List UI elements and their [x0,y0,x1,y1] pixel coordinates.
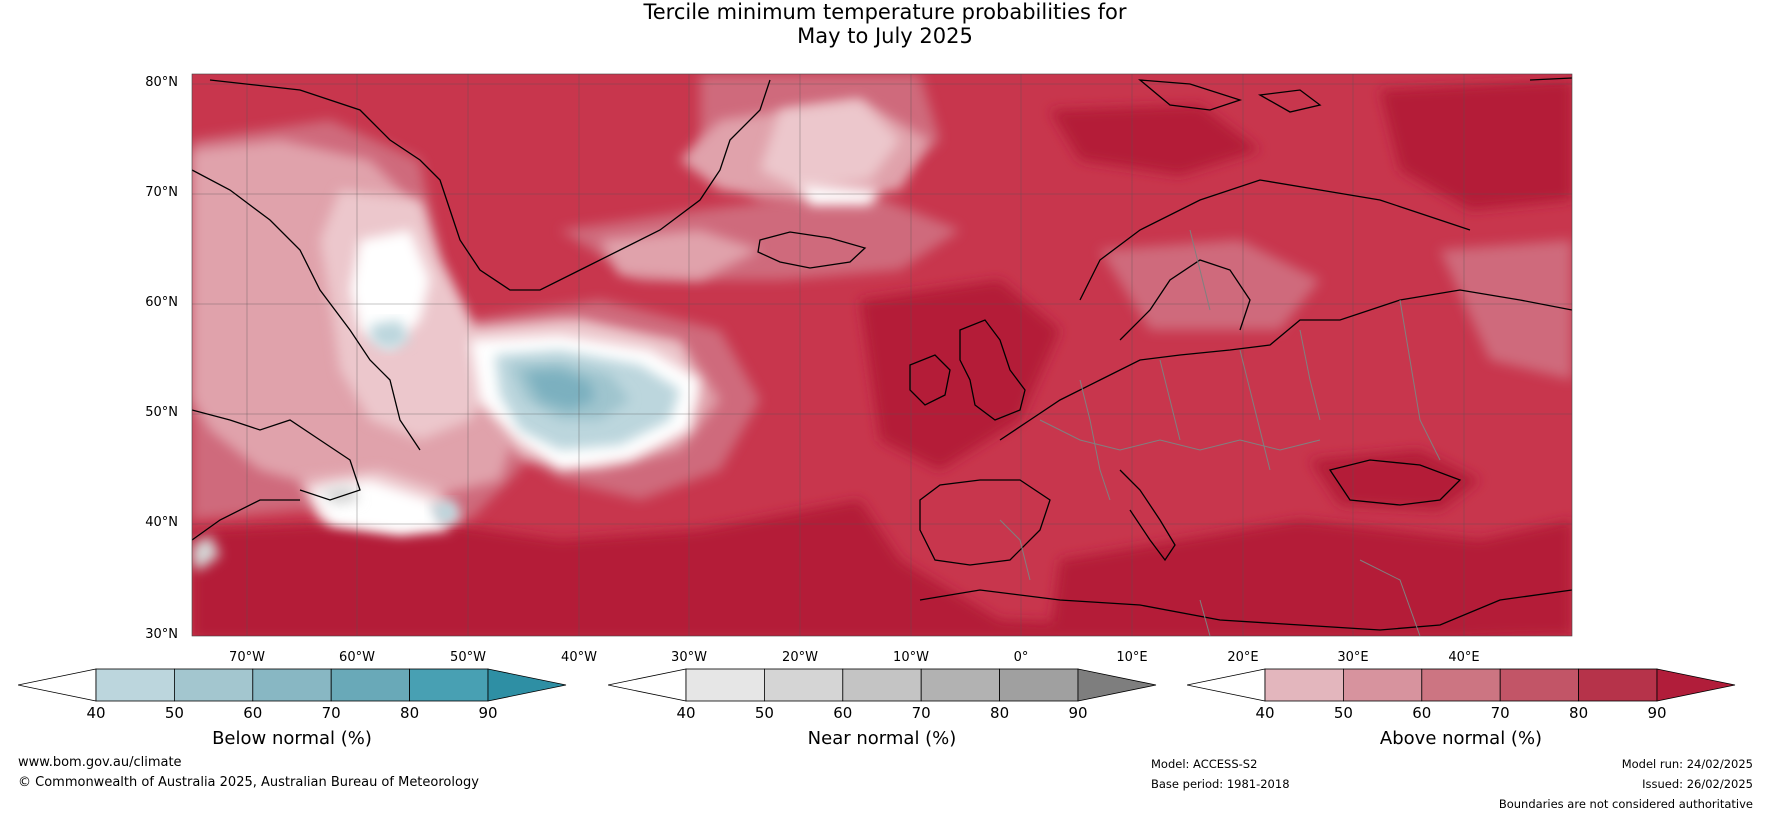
lon-label-30e: 30°E [1337,650,1369,665]
colorbar-tick-label: 50 [164,704,184,722]
title-line-1: Tercile minimum temperature probabilitie… [643,0,1127,24]
lon-label-40e: 40°E [1448,650,1480,665]
lon-label-0: 0° [1013,650,1029,665]
colorbar-segment [1499,668,1580,702]
colorbar-tick-label: 40 [676,704,696,722]
country-borders [999,229,1441,636]
colorbar-tick-label: 70 [321,704,341,722]
title-line-2: May to July 2025 [797,24,973,48]
colorbar-segment [1264,668,1344,702]
lat-label-60n: 60°N [145,295,178,310]
lat-label-40n: 40°N [145,515,178,530]
lat-label-70n: 70°N [145,185,178,200]
footer-copyright: © Commonwealth of Australia 2025, Austra… [18,775,479,790]
colorbar-tick-label: 70 [911,704,931,722]
colorbar-above-normal [1187,668,1736,702]
footer-disclaimer: Boundaries are not considered authoritat… [1498,797,1753,811]
colorbar-segment [999,668,1079,702]
colorbar-segment [95,668,175,702]
lon-label-40w: 40°W [561,650,597,665]
lat-label-80n: 80°N [145,75,178,90]
colorbar-tick-label: 80 [400,704,420,722]
colorbar-segment [409,668,489,702]
colorbar-extend-high [487,668,567,702]
lon-label-20w: 20°W [782,650,818,665]
lon-label-70w: 70°W [229,650,265,665]
chart-title: Tercile minimum temperature probabilitie… [0,0,1770,48]
lon-label-10e: 10°E [1116,650,1148,665]
footer-model: Model: ACCESS-S2 [1151,757,1258,771]
colorbar-segment [842,668,922,702]
colorbar-tick-label: 90 [478,704,498,722]
lon-label-20e: 20°E [1227,650,1259,665]
colorbar-segment [685,668,765,702]
colorbar-tick-label: 60 [243,704,263,722]
colorbar-segment [1578,668,1658,702]
colorbar-extend-low [1187,668,1266,702]
colorbar-above-normal-label: Above normal (%) [1379,728,1543,749]
high-above-normal-regions [192,80,1572,636]
lon-label-60w: 60°W [339,650,375,665]
footer-issued: Issued: 26/02/2025 [1642,777,1753,791]
lon-label-30w: 30°W [671,650,707,665]
colorbar-tick-label: 50 [1333,704,1353,722]
colorbar-extend-low [608,668,687,702]
colorbar-tick-label: 80 [990,704,1010,722]
colorbar-segment [763,668,844,702]
colorbar-segment [1421,668,1501,702]
colorbar-segment [920,668,1001,702]
colorbar-extend-high [1656,668,1736,702]
colorbar-near-normal-label: Near normal (%) [807,728,957,749]
lat-label-30n: 30°N [145,627,178,642]
colorbar-segment [330,668,411,702]
colorbar-extend-high [1077,668,1157,702]
lat-label-50n: 50°N [145,405,178,420]
lon-label-50w: 50°W [450,650,486,665]
colorbar-tick-label: 60 [833,704,853,722]
colorbar-tick-label: 80 [1569,704,1589,722]
colorbar-segment [1342,668,1423,702]
coastlines [192,77,1572,631]
lon-label-10w: 10°W [893,650,929,665]
colorbar-near-normal [608,668,1157,702]
colorbar-tick-label: 70 [1490,704,1510,722]
colorbar-below-normal-label: Below normal (%) [212,728,372,749]
colorbar-below-normal [18,668,567,702]
colorbar-segment [252,668,332,702]
colorbar-tick-label: 90 [1068,704,1088,722]
map-field [192,74,1572,636]
map-frame [191,73,1573,637]
colorbar-extend-low [18,668,97,702]
colorbar-tick-label: 60 [1412,704,1432,722]
below-normal-regions [370,320,680,525]
colorbar-segment [173,668,254,702]
colorbar-tick-label: 90 [1647,704,1667,722]
footer-model-run: Model run: 24/02/2025 [1621,757,1753,771]
footer-website: www.bom.gov.au/climate [18,755,182,770]
footer-base-period: Base period: 1981-2018 [1151,777,1290,791]
colorbar-tick-label: 40 [86,704,106,722]
colorbar-tick-label: 50 [754,704,774,722]
colorbar-tick-label: 40 [1255,704,1275,722]
